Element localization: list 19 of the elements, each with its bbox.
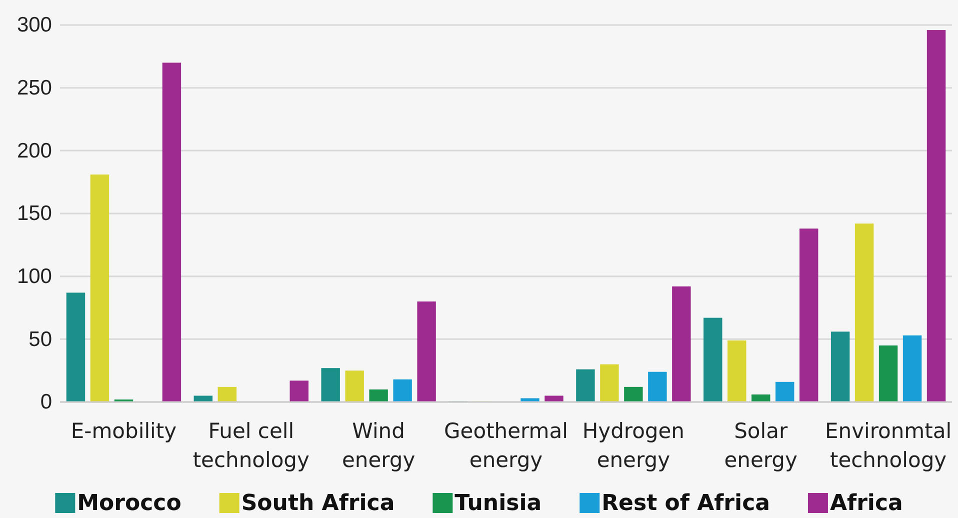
y-tick-label: 200 bbox=[16, 139, 52, 162]
x-tick-label: Fuel cell technology bbox=[192, 419, 310, 472]
x-tick-label: Geothermal energy bbox=[444, 419, 568, 472]
x-tick-label: E-mobility bbox=[70, 419, 177, 443]
x-tick-label: Wind energy bbox=[342, 419, 416, 472]
legend-label: Tunisia bbox=[454, 491, 542, 516]
x-tick-label: Environmtal technology bbox=[824, 419, 952, 472]
legend-label: Africa bbox=[830, 491, 903, 516]
y-tick-label: 300 bbox=[16, 14, 52, 37]
y-tick-label: 100 bbox=[16, 265, 52, 288]
y-tick-label: 250 bbox=[16, 76, 52, 100]
x-tick-label: Hydrogen energy bbox=[582, 419, 684, 472]
legend-label: South Africa bbox=[241, 491, 395, 516]
y-tick-label: 50 bbox=[28, 328, 52, 351]
legend-label: Morocco bbox=[77, 491, 182, 516]
y-tick-label: 150 bbox=[16, 202, 52, 226]
x-tick-label: Solar energy bbox=[724, 419, 798, 472]
legend-label: Rest of Africa bbox=[602, 491, 770, 516]
y-tick-label: 0 bbox=[40, 390, 52, 414]
